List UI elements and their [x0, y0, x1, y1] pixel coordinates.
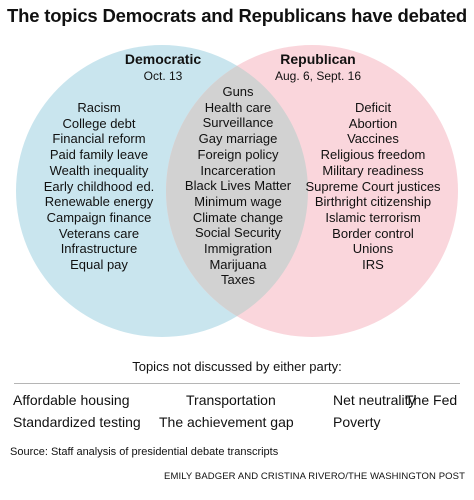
republican-topic: IRS: [362, 257, 384, 273]
shared-topic: Foreign policy: [197, 146, 279, 162]
republican-topic: Deficit: [354, 100, 392, 115]
democratic-topic: Renewable energy: [44, 194, 154, 210]
neither-topic: Net neutrality: [333, 392, 416, 408]
shared-topic: Marijuana: [209, 256, 267, 272]
democratic-topic: Wealth inequality: [49, 162, 149, 178]
democratic-date: Oct. 13: [143, 69, 183, 83]
neither-topic: Transportation: [186, 392, 276, 408]
shared-topic: Social Security: [195, 225, 281, 241]
shared-topic: Taxes: [221, 272, 255, 288]
democratic-topic: Equal pay: [70, 257, 128, 273]
neither-topic: Affordable housing: [13, 392, 130, 408]
democratic-topic: Financial reform: [52, 131, 146, 147]
neither-topic: The Fed: [405, 392, 458, 408]
republican-topic: Abortion: [348, 115, 398, 131]
republican-topic: Religious freedom: [320, 147, 426, 163]
neither-topic: The achievement gap: [159, 414, 294, 430]
shared-topic: Immigration: [204, 241, 272, 257]
republican-topic: Unions: [352, 241, 394, 257]
democratic-topic: Early childhood ed.: [43, 178, 155, 194]
democratic-topic: Veterans care: [58, 225, 140, 241]
democratic-topic: Paid family leave: [49, 147, 149, 163]
credit-line: EMILY BADGER AND CRISTINA RIVERO/THE WAS…: [164, 471, 465, 482]
republican-topic: Supreme Court justices: [305, 178, 441, 194]
republican-label: Republican: [280, 51, 356, 67]
shared-topic: Black Lives Matter: [184, 178, 292, 194]
republican-date: Aug. 6, Sept. 16: [274, 69, 362, 83]
republican-topics: Deficit Abortion Vaccines Religious freedom…: [305, 100, 440, 273]
source-note: Source: Staff analysis of presidential d…: [10, 446, 279, 458]
shared-topic: Surveillance: [202, 115, 274, 131]
republican-topic: Vaccines: [347, 131, 399, 147]
shared-topic: Guns: [222, 84, 254, 99]
shared-topics: Guns Health care Surveillance Gay marriage F…: [185, 84, 291, 288]
neither-label: Topics not discussed by either party:: [132, 359, 342, 374]
democratic-topic: College debt: [62, 115, 136, 131]
democratic-topic: Racism: [77, 100, 121, 115]
neither-topic: Poverty: [333, 414, 381, 430]
democratic-label: Democratic: [124, 51, 202, 67]
republican-topic: Birthright citizenship: [314, 194, 432, 210]
neither-topic: Standardized testing: [13, 414, 141, 430]
republican-topic: Border control: [332, 225, 414, 241]
democratic-topic: Infrastructure: [60, 241, 138, 257]
divider: [14, 383, 460, 384]
overlap-region: [166, 45, 308, 337]
shared-topic: Climate change: [192, 209, 284, 225]
shared-topic: Health care: [204, 99, 272, 115]
republican-topic: Islamic terrorism: [325, 209, 421, 225]
democratic-topic: Campaign finance: [46, 209, 152, 225]
shared-topic: Gay marriage: [198, 131, 278, 147]
republican-topic: Military readiness: [322, 162, 424, 178]
chart-title: The topics Democrats and Republicans hav…: [7, 5, 468, 26]
democratic-topics: Racism College debt Financial reform Paid f…: [44, 100, 155, 273]
shared-topic: Incarceration: [200, 162, 276, 178]
shared-topic: Minimum wage: [194, 193, 282, 209]
